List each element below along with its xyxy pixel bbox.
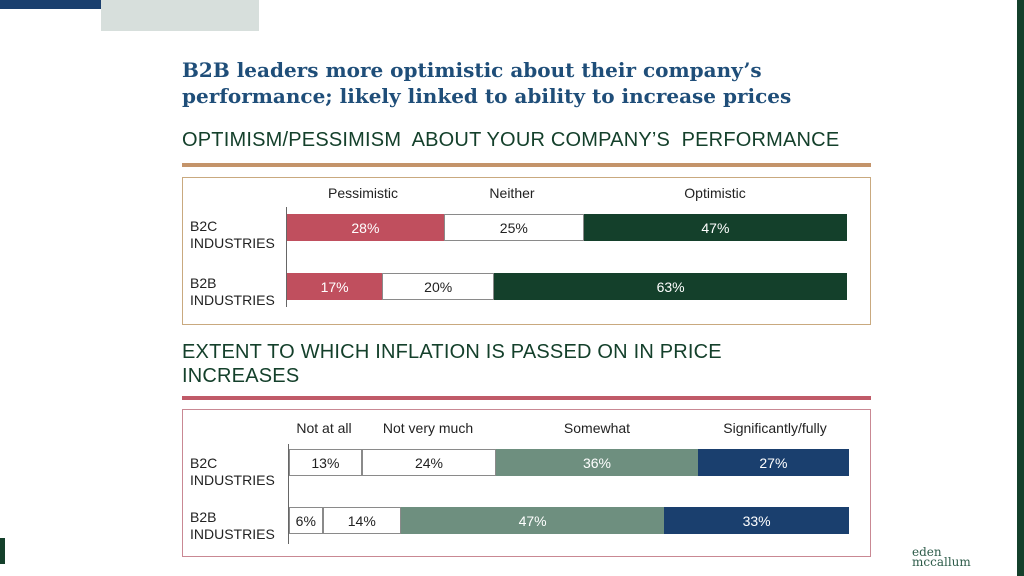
chart-2-row-label-b2c-text: B2C INDUSTRIES xyxy=(190,455,275,488)
chart-1-row-label-b2c: B2C INDUSTRIES xyxy=(190,218,275,252)
chart-1-legend-optimistic: Optimistic xyxy=(684,185,746,201)
left-edge-marker xyxy=(0,538,5,564)
logo-line-2: mccallum xyxy=(912,555,971,569)
slide-title-line-2: performance; likely linked to ability to… xyxy=(182,84,792,108)
chart-2-divider xyxy=(182,396,871,400)
chart-1-bar-segment-optimistic-row-0: 47% xyxy=(583,214,847,241)
chart-2-axis xyxy=(288,444,289,544)
chart-1-row-label-b2c-text: B2C INDUSTRIES xyxy=(190,218,275,251)
chart-2-bar-segment-somewhat-row-1: 47% xyxy=(401,507,665,534)
chart-1-axis xyxy=(286,207,287,307)
chart-1-bar-segment-optimistic-row-1: 63% xyxy=(494,273,847,300)
chart-2-bar-segment-not-at-all-row-0: 13% xyxy=(289,449,362,476)
chart-1-bar-row-1: 17% 20% 63% xyxy=(287,273,847,300)
slide-title: B2B leaders more optimistic about their … xyxy=(182,57,942,109)
chart-2-row-label-b2b-text: B2B INDUSTRIES xyxy=(190,509,275,542)
chart-2-row-label-b2b: B2B INDUSTRIES xyxy=(190,509,275,543)
chart-1-bar-segment-pessimistic-row-1: 17% xyxy=(287,273,383,300)
chart-2-legend-somewhat: Somewhat xyxy=(563,420,631,436)
chart-2-bar-segment-significantly-fully-row-1: 33% xyxy=(664,507,849,534)
chart-2-bar-segment-not-very-much-row-1: 14% xyxy=(322,507,401,534)
chart-2-row-label-b2c: B2C INDUSTRIES xyxy=(190,455,275,489)
chart-1-row-label-b2b: B2B INDUSTRIES xyxy=(190,275,275,309)
chart-1-bar-segment-pessimistic-row-0: 28% xyxy=(287,214,444,241)
chart-2-legend-not-very-much: Not very much xyxy=(382,420,474,436)
chart-2-bar-segment-not-very-much-row-0: 24% xyxy=(361,449,497,476)
chart-2-bar-row-0: 13% 24% 36% 27% xyxy=(289,449,849,476)
chart-2-bar-segment-somewhat-row-0: 36% xyxy=(496,449,698,476)
right-edge-bar xyxy=(1017,0,1024,576)
chart-2-bar-row-1: 6% 14% 47% 33% xyxy=(289,507,849,534)
eden-mccallum-logo: eden mccallum xyxy=(912,545,971,569)
chart-1-title: OPTIMISM/PESSIMISM ABOUT YOUR COMPANY’S … xyxy=(182,129,840,151)
chart-2-bar-segment-significantly-fully-row-0: 27% xyxy=(697,449,849,476)
chart-1-bar-row-0: 28% 25% 47% xyxy=(287,214,847,241)
chart-1-legend-neither: Neither xyxy=(489,185,535,201)
top-accent-bar xyxy=(0,0,188,9)
chart-1-bar-segment-neither-row-0: 25% xyxy=(443,214,584,241)
chart-2-legend-significantly: Significantly/fully xyxy=(723,420,827,436)
chart-1-divider xyxy=(182,163,871,167)
logo-line-1: eden xyxy=(912,545,942,559)
chart-1-frame xyxy=(182,177,871,325)
chart-1-row-label-b2b-text: B2B INDUSTRIES xyxy=(190,275,275,308)
slide-title-line-1: B2B leaders more optimistic about their … xyxy=(182,58,762,82)
chart-2-bar-segment-not-at-all-row-1: 6% xyxy=(289,507,323,534)
top-accent-block xyxy=(101,0,259,31)
chart-1-legend-pessimistic: Pessimistic xyxy=(327,185,399,201)
chart-2-title: EXTENT TO WHICH INFLATION IS PASSED ON I… xyxy=(182,341,722,387)
chart-2-legend-not-at-all: Not at all xyxy=(296,420,352,436)
chart-1-bar-segment-neither-row-1: 20% xyxy=(382,273,495,300)
